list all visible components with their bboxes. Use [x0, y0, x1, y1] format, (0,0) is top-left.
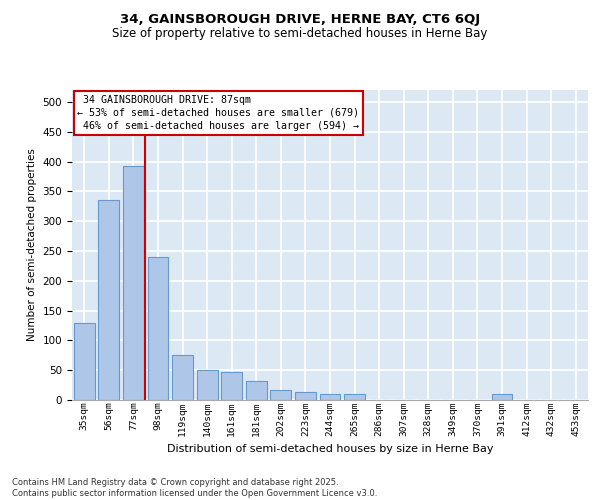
X-axis label: Distribution of semi-detached houses by size in Herne Bay: Distribution of semi-detached houses by …	[167, 444, 493, 454]
Text: Size of property relative to semi-detached houses in Herne Bay: Size of property relative to semi-detach…	[112, 28, 488, 40]
Bar	[320, 394, 340, 400]
Bar	[197, 370, 218, 400]
Bar	[491, 394, 512, 400]
Bar	[172, 356, 193, 400]
Bar	[123, 166, 144, 400]
Bar	[221, 372, 242, 400]
Bar	[246, 381, 267, 400]
Text: 34, GAINSBOROUGH DRIVE, HERNE BAY, CT6 6QJ: 34, GAINSBOROUGH DRIVE, HERNE BAY, CT6 6…	[120, 12, 480, 26]
Bar	[74, 322, 95, 400]
Bar	[295, 392, 316, 400]
Text: 34 GAINSBOROUGH DRIVE: 87sqm
← 53% of semi-detached houses are smaller (679)
 46: 34 GAINSBOROUGH DRIVE: 87sqm ← 53% of se…	[77, 94, 359, 131]
Text: Contains HM Land Registry data © Crown copyright and database right 2025.
Contai: Contains HM Land Registry data © Crown c…	[12, 478, 377, 498]
Bar	[98, 200, 119, 400]
Bar	[271, 390, 292, 400]
Bar	[344, 394, 365, 400]
Y-axis label: Number of semi-detached properties: Number of semi-detached properties	[27, 148, 37, 342]
Bar	[148, 257, 169, 400]
